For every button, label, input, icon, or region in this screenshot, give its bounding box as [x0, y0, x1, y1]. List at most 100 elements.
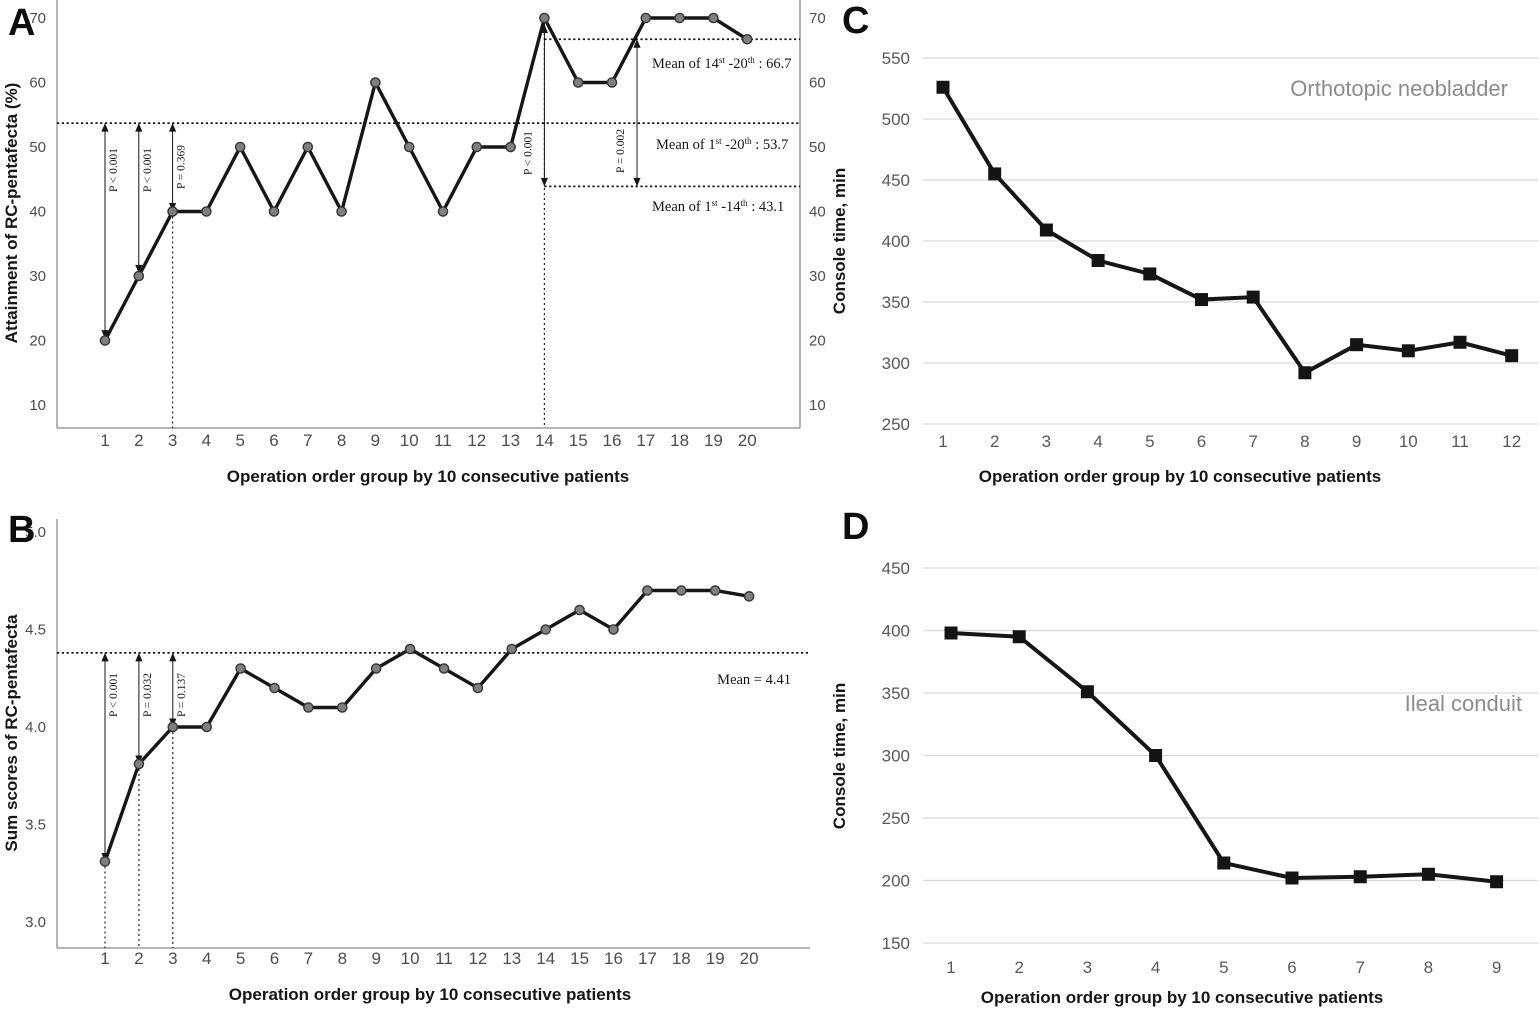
data-point-marker [1195, 293, 1208, 307]
data-point-marker [540, 624, 552, 635]
data-point-marker [99, 856, 111, 867]
arrowhead-up [101, 123, 109, 132]
data-point-marker [302, 141, 314, 153]
data-point-marker [235, 663, 246, 674]
mean-line-label: Mean = 4.41 [717, 672, 791, 688]
data-point-marker [741, 33, 753, 45]
y-tick-label-right: 10 [809, 397, 826, 414]
ileal-conduit-console-time-chart: 450 400 350 300 250 200 150 Ileal conduit 1 2 3 4 5 6… [830, 559, 1538, 1007]
p-value-label: P = 0.137 [176, 673, 188, 717]
x-tick-label: 1 [938, 432, 947, 451]
arrowhead-down [540, 177, 548, 187]
x-tick-label: 13 [502, 949, 521, 968]
x-tick-label: 2 [134, 431, 143, 450]
data-point-marker [1505, 349, 1519, 363]
y-tick-label: 30 [29, 268, 46, 285]
y-tick-label: 10 [29, 397, 46, 414]
series-line [950, 631, 1497, 884]
data-point-marker [404, 643, 416, 655]
data-point-marker [201, 206, 212, 217]
y-tick-label: 300 [882, 747, 910, 766]
data-point-marker [167, 721, 179, 733]
x-tick-label: 9 [1492, 958, 1501, 977]
x-tick-label: 17 [638, 949, 657, 968]
x-tick-label: 10 [401, 949, 420, 968]
x-tick-label: 20 [738, 431, 757, 450]
y-tick-label: 70 [29, 10, 46, 27]
x-tick-label: 10 [1399, 432, 1418, 451]
data-point-marker [370, 77, 381, 88]
x-tick-label: 2 [134, 949, 143, 968]
y-axis-title: Console time, min [830, 168, 849, 314]
series-line [103, 588, 750, 863]
x-tick-label: 15 [570, 949, 589, 968]
data-point-marker [1149, 749, 1163, 762]
mean-line-label: Mean of 14st -20th : 66.7 [652, 55, 791, 72]
y-tick-label: 5.0 [25, 524, 46, 541]
y-tick-label: 200 [882, 872, 910, 891]
data-point-marker [234, 141, 246, 153]
data-point-marker [743, 591, 755, 602]
y-tick-label: 250 [882, 415, 910, 434]
data-point-marker [437, 206, 449, 217]
x-axis-title: Operation order group by 10 consecutive … [979, 467, 1381, 486]
panel-a-attainment: A 10 10 20 20 30 30 40 40 50 50 60 60 70 70 Mean of 14… [0, 0, 830, 505]
arrowhead-up [135, 652, 143, 662]
data-point-marker [539, 12, 550, 24]
data-point-marker [201, 721, 212, 733]
x-tick-label: 6 [1287, 958, 1296, 977]
x-tick-label: 8 [1424, 958, 1433, 977]
data-point-marker [709, 585, 721, 596]
y-tick-label: 20 [29, 333, 46, 350]
arrowhead-down [633, 177, 641, 187]
arrowhead-up [101, 652, 109, 662]
y-tick-label-right: 60 [809, 75, 826, 92]
x-tick-label: 4 [1093, 432, 1102, 451]
sum-scores-rc-pentafecta-chart: 3.0 3.5 4.0 4.5 5.0 Mean = 4.41 P < 0.001 P = 0… [2, 519, 810, 1004]
arrowhead-up [633, 39, 641, 48]
x-tick-label: 2 [990, 432, 999, 451]
data-point-marker [133, 758, 145, 770]
series-line [941, 86, 1513, 376]
x-tick-label: 12 [467, 431, 486, 450]
y-tick-label-right: 70 [809, 10, 826, 27]
y-tick-label: 350 [882, 293, 910, 312]
x-tick-label: 1 [100, 431, 109, 450]
panel-label-a: A [8, 2, 36, 44]
y-tick-label: 450 [882, 559, 910, 578]
x-tick-label: 11 [435, 949, 453, 968]
y-tick-label: 450 [882, 171, 910, 190]
p-value-label: P < 0.001 [522, 131, 534, 175]
arrowhead-down [101, 330, 109, 339]
y-tick-label-right: 20 [809, 333, 826, 350]
panel-d-ileal-conduit-console-time: D 450 400 350 300 250 200 150 Ileal conduit 1 2 3 4… [830, 505, 1540, 1009]
y-tick-label-right: 40 [809, 204, 826, 221]
data-point-marker [1091, 254, 1105, 268]
data-point-marker [1453, 335, 1467, 349]
x-axis-title: Operation order group by 10 consecutive … [981, 988, 1383, 1007]
data-point-marker [1421, 867, 1435, 881]
data-point-marker [1012, 630, 1026, 644]
data-point-marker [133, 270, 145, 282]
y-tick-label: 4.0 [25, 719, 46, 736]
x-tick-label: 18 [672, 949, 691, 968]
x-tick-label: 6 [1197, 432, 1206, 451]
data-point-marker [640, 12, 652, 24]
y-axis-title: Sum scores of RC-pentafecta [2, 614, 21, 852]
y-tick-label: 50 [29, 139, 46, 156]
panel-b-sum-scores: B 3.0 3.5 4.0 4.5 5.0 Mean = 4.41 P < 0.001 P =… [0, 505, 830, 1009]
x-tick-label: 4 [1151, 958, 1160, 977]
x-tick-label: 14 [536, 949, 555, 968]
panel-c-neobladder-console-time: C 550 500 450 400 350 300 250 Orthotopic neobla… [830, 0, 1540, 505]
x-tick-label: 13 [501, 431, 520, 450]
data-point-marker [505, 141, 516, 153]
x-tick-label: 14 [535, 431, 554, 450]
y-tick-label-right: 50 [809, 139, 826, 156]
x-tick-label: 12 [1502, 432, 1521, 451]
x-tick-label: 5 [1145, 432, 1154, 451]
x-tick-label: 9 [371, 949, 380, 968]
x-tick-label: 6 [269, 431, 278, 450]
data-point-marker [1298, 366, 1312, 380]
data-point-marker [574, 604, 585, 616]
x-tick-label: 4 [202, 949, 211, 968]
